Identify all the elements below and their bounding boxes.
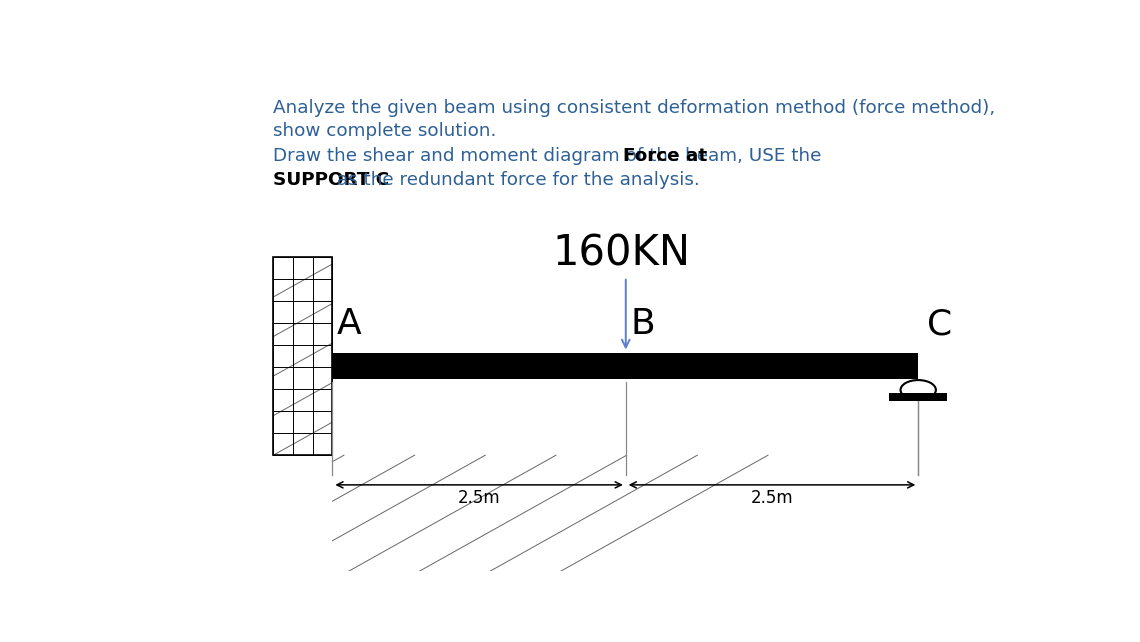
Text: as the redundant force for the analysis.: as the redundant force for the analysis. (331, 171, 699, 189)
Bar (889, 394, 947, 401)
Text: Analyze the given beam using consistent deformation method (force method),: Analyze the given beam using consistent … (274, 100, 995, 117)
Text: SUPPORT C: SUPPORT C (274, 171, 390, 189)
Text: 2.5m: 2.5m (458, 489, 500, 507)
Text: Draw the shear and moment diagram of the beam, USE the: Draw the shear and moment diagram of the… (274, 147, 828, 165)
Text: C: C (927, 307, 952, 341)
Bar (274, 257, 333, 455)
Text: 2.5m: 2.5m (750, 489, 793, 507)
Text: 160KN: 160KN (553, 232, 691, 274)
Text: A: A (337, 307, 361, 341)
Bar (333, 353, 918, 379)
Circle shape (901, 380, 936, 400)
Text: B: B (630, 307, 654, 341)
Text: Force at: Force at (624, 147, 707, 165)
Text: show complete solution.: show complete solution. (274, 121, 497, 139)
